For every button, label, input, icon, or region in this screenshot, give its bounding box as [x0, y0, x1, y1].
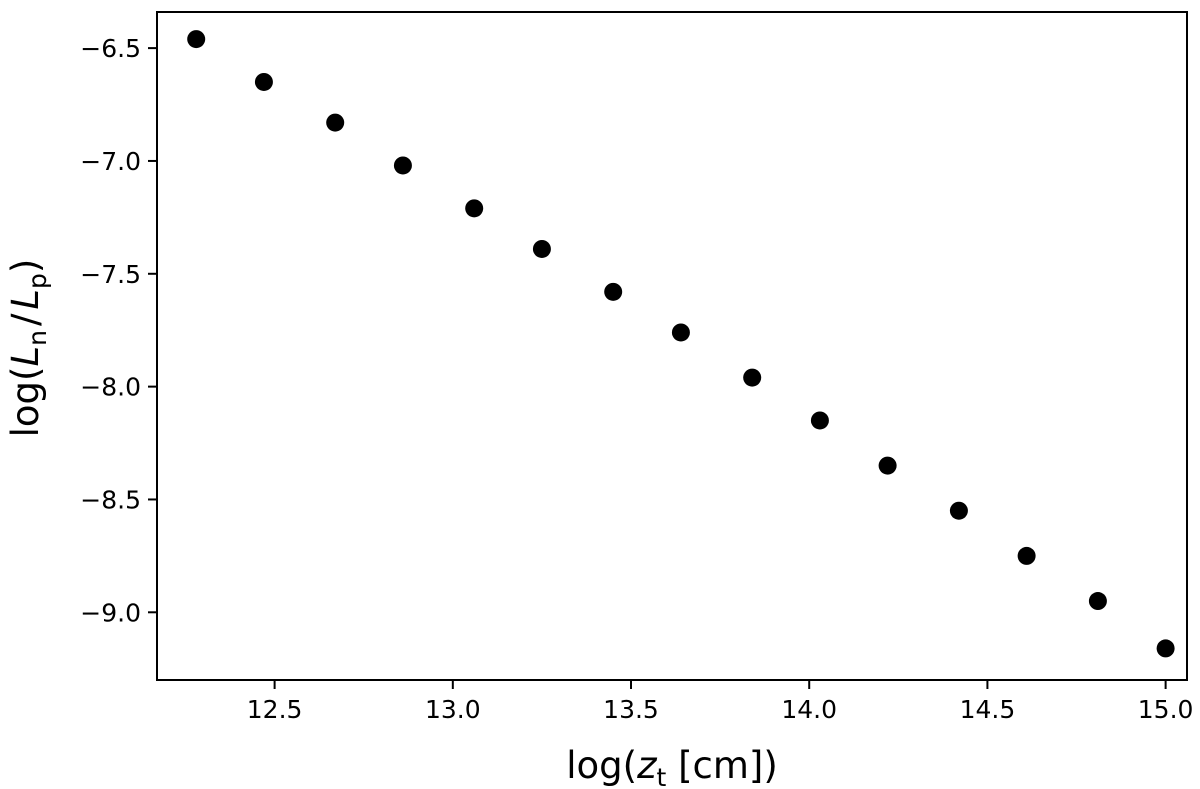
data-point: [393, 156, 412, 175]
y-tick-label: −7.0: [80, 147, 141, 176]
x-tick-label: 12.5: [247, 695, 303, 724]
x-axis-label: log(zt [cm]): [566, 744, 778, 789]
data-point: [1156, 639, 1175, 658]
x-tick-label: 15.0: [1138, 695, 1194, 724]
x-tick-label: 14.5: [960, 695, 1016, 724]
data-point: [949, 501, 968, 520]
data-point: [878, 456, 897, 475]
data-point: [671, 323, 690, 342]
y-tick-label: −8.5: [80, 485, 141, 514]
data-point: [810, 411, 829, 430]
data-points: [187, 30, 1175, 658]
data-point: [1017, 546, 1036, 565]
data-point: [743, 368, 762, 387]
plot-frame: [156, 11, 1188, 681]
data-point: [1088, 592, 1107, 611]
data-point: [254, 72, 273, 91]
x-axis-ticks: 12.5 13.0 13.5 14.0 14.5 15.0: [247, 680, 1194, 724]
y-axis-label: log(Ln/Lp): [4, 259, 52, 438]
data-point: [604, 282, 623, 301]
data-point: [532, 239, 551, 258]
x-tick-label: 14.0: [781, 695, 837, 724]
y-tick-label: −7.5: [80, 260, 141, 289]
x-tick-label: 13.0: [425, 695, 481, 724]
y-tick-label: −9.0: [80, 598, 141, 627]
y-tick-label: −6.5: [80, 34, 141, 63]
y-axis-ticks: −6.5 −7.0 −7.5 −8.0 −8.5 −9.0: [80, 34, 157, 627]
y-tick-label: −8.0: [80, 373, 141, 402]
data-point: [187, 30, 206, 49]
data-point: [326, 113, 345, 132]
x-tick-label: 13.5: [603, 695, 659, 724]
data-point: [465, 199, 484, 218]
